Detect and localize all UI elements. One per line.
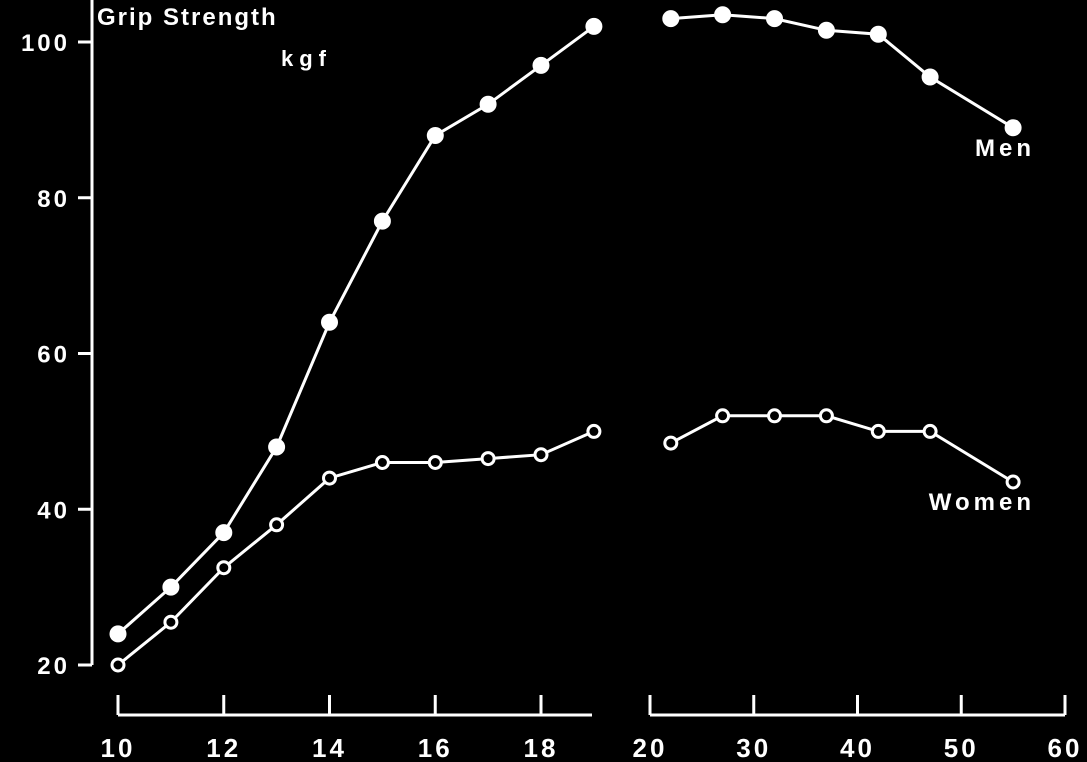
data-point-men [426, 127, 444, 144]
series-men [109, 6, 1022, 643]
data-point-women [374, 455, 390, 470]
data-point-men [766, 10, 783, 28]
axes: 20 40 60 80 100 10 12 14 16 18 20 30 40 50 60 [21, 0, 1083, 762]
data-point-women [767, 408, 782, 424]
data-point-women [110, 657, 126, 673]
series-line-men [117, 25, 595, 636]
y-tick-label: 20 [37, 653, 70, 680]
data-point-men [662, 10, 680, 28]
data-point-women [663, 435, 679, 451]
data-point-women [818, 408, 834, 424]
x-tick-label: 10 [101, 733, 136, 762]
series-line-men [670, 13, 1014, 129]
x-tick-label: 18 [524, 733, 559, 762]
data-point-women [922, 423, 938, 439]
data-point-men [869, 25, 887, 43]
y-axis-unit-label: kgf [281, 46, 332, 71]
data-point-men [585, 17, 603, 35]
data-point-men [109, 625, 127, 643]
data-point-men [817, 21, 835, 39]
x-tick-label: 50 [944, 733, 979, 762]
data-point-women [1005, 474, 1021, 490]
series-layer [109, 6, 1022, 673]
x-tick-label: 40 [840, 733, 875, 762]
series-label-women: Women [929, 489, 1035, 516]
data-point-men [1004, 119, 1022, 137]
y-tick-label: 60 [37, 342, 70, 369]
data-point-men [532, 56, 550, 74]
x-tick-label: 14 [312, 733, 347, 762]
data-point-men [162, 578, 180, 596]
y-tick-label: 40 [37, 497, 70, 524]
data-point-men [714, 6, 732, 24]
series-line-women [670, 414, 1014, 484]
x-tick-label: 12 [206, 733, 241, 762]
x-tick-label: 60 [1048, 733, 1083, 762]
data-point-men [921, 68, 939, 86]
data-point-women [163, 614, 179, 630]
data-point-women [427, 455, 443, 470]
y-tick-label: 100 [21, 30, 70, 57]
chart-title: Grip Strength [97, 4, 278, 31]
data-point-women [269, 517, 285, 533]
series-label-men: Men [975, 135, 1035, 162]
data-point-men [268, 438, 286, 456]
y-tick-label: 80 [37, 186, 70, 213]
data-point-men [373, 212, 391, 230]
data-point-women [870, 423, 886, 439]
labels-layer: Grip Strength kgf Men Women [97, 4, 1035, 516]
data-point-women [533, 447, 549, 463]
x-tick-label: 20 [633, 733, 668, 762]
data-point-women [715, 408, 731, 424]
series-women [110, 408, 1021, 673]
data-point-men [215, 524, 233, 542]
series-line-women [117, 430, 595, 667]
data-point-men [321, 313, 338, 331]
data-point-women [586, 423, 602, 439]
x-tick-label: 16 [418, 733, 453, 762]
x-tick-label: 30 [736, 733, 771, 762]
data-point-women [216, 560, 232, 576]
data-point-women [480, 451, 496, 467]
data-point-men [479, 95, 497, 113]
data-point-women [322, 470, 337, 486]
